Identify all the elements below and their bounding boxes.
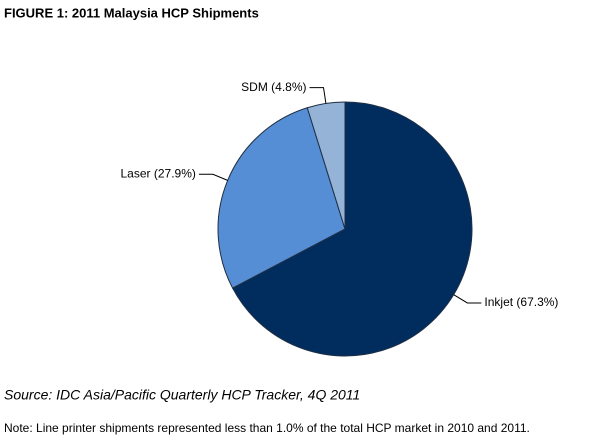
chart-title: FIGURE 1: 2011 Malaysia HCP Shipments: [4, 5, 259, 20]
slice-label: Inkjet (67.3%): [484, 295, 558, 309]
slice-label: SDM (4.8%): [241, 80, 306, 94]
pie-slice: [306, 101, 346, 230]
leader-line: [198, 173, 228, 181]
pie-slice: [217, 107, 346, 289]
source: Source: IDC Asia/Pacific Quarterly HCP T…: [4, 387, 360, 403]
slice-label: Laser (27.9%): [121, 166, 196, 180]
leader-line: [453, 294, 482, 304]
leader-line: [309, 87, 327, 104]
note: Note: Line printer shipments represented…: [4, 421, 530, 435]
